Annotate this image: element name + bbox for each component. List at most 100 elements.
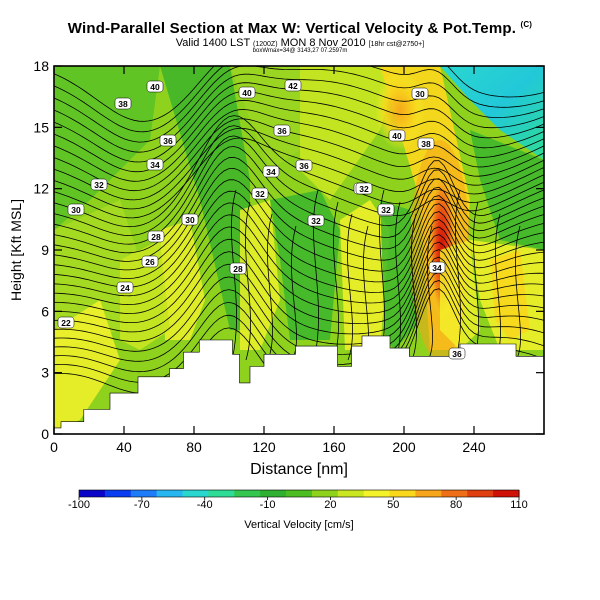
velocity-contour-line bbox=[427, 225, 433, 361]
colorbar-swatch bbox=[182, 490, 210, 497]
colorbar-swatch bbox=[311, 490, 339, 497]
contour-label-box bbox=[146, 80, 164, 93]
contour-label-box bbox=[67, 203, 85, 216]
contour-label: 30 bbox=[411, 87, 429, 100]
contour-label-box bbox=[377, 203, 395, 216]
contour-label-text: 34 bbox=[266, 167, 276, 177]
colorbar-tick-label: 50 bbox=[387, 499, 399, 511]
isentrope-line bbox=[54, 214, 544, 306]
isentrope-line bbox=[54, 226, 544, 315]
isentrope-line bbox=[54, 73, 544, 153]
colorbar-tick-label: -70 bbox=[134, 499, 150, 511]
contour-label-text: 40 bbox=[392, 131, 402, 141]
contour-label-box bbox=[428, 261, 446, 274]
isentrope-line bbox=[54, 241, 544, 335]
contour-label: 40 bbox=[388, 129, 406, 142]
y-tick-label: 0 bbox=[41, 426, 49, 442]
contour-label: 38 bbox=[114, 97, 132, 110]
colorbar-swatch bbox=[208, 490, 235, 497]
colorbar-swatch bbox=[156, 490, 184, 497]
y-axis-label: Height [Kft MSL] bbox=[8, 199, 24, 301]
contour-label-box bbox=[147, 230, 165, 243]
colorbar-tick-label: -10 bbox=[260, 499, 276, 511]
colorbar-swatch bbox=[363, 490, 391, 497]
isentrope-line bbox=[54, 146, 544, 254]
contour-label-box bbox=[262, 165, 280, 178]
contour-label-box bbox=[273, 124, 291, 137]
isentrope-line bbox=[54, 167, 544, 271]
contour-label: 36 bbox=[295, 159, 313, 172]
x-tick-label: 160 bbox=[322, 439, 346, 455]
contour-label-text: 26 bbox=[145, 257, 155, 267]
contour-label-text: 28 bbox=[233, 264, 243, 274]
x-tick-label: 120 bbox=[252, 439, 276, 455]
contour-label-text: 40 bbox=[242, 88, 252, 98]
x-tick-label: 0 bbox=[50, 439, 58, 455]
contour-label-text: 22 bbox=[61, 318, 71, 328]
contour-label-box bbox=[146, 158, 164, 171]
contour-label-box bbox=[355, 182, 373, 195]
contour-label: 32 bbox=[90, 178, 108, 191]
contour-label: 36 bbox=[448, 347, 466, 360]
chart-title: Wind-Parallel Section at Max W: Vertical… bbox=[67, 20, 533, 37]
contour-label: 36 bbox=[273, 124, 291, 137]
contour-label-box bbox=[57, 316, 75, 329]
isentrope-line bbox=[54, 118, 544, 201]
contour-label-text: 34 bbox=[432, 263, 442, 273]
x-tick-label: 40 bbox=[116, 439, 132, 455]
vertical-velocity-field bbox=[54, 66, 544, 434]
colorbar-swatch bbox=[467, 490, 494, 497]
isentrope-line bbox=[54, 109, 544, 192]
contour-label: 40 bbox=[146, 80, 164, 93]
x-tick-label: 200 bbox=[392, 439, 416, 455]
velocity-contour-line bbox=[267, 213, 273, 361]
contour-label-box bbox=[307, 214, 325, 227]
isentrope-line bbox=[54, 190, 544, 288]
contour-label-box bbox=[251, 187, 269, 200]
contour-label-box bbox=[181, 213, 199, 226]
contour-label: 42 bbox=[284, 79, 302, 92]
contour-label-text: 38 bbox=[421, 139, 431, 149]
isentrope-line bbox=[54, 234, 544, 324]
y-tick-label: 12 bbox=[33, 181, 49, 197]
colorbar-swatch bbox=[493, 490, 520, 497]
colorbar-tick-label: -40 bbox=[197, 499, 213, 511]
contour-label-box bbox=[295, 159, 313, 172]
contour-label: 32 bbox=[355, 182, 373, 195]
isentrope-line bbox=[54, 156, 544, 262]
contour-label-text: 28 bbox=[151, 232, 161, 242]
contour-labels: 40 38 36 34 32 30 28 26 24 22 40 42 36 34 32 30 28 36 34 32… bbox=[57, 79, 466, 360]
contour-label-box bbox=[114, 97, 132, 110]
colorbar-swatch bbox=[286, 490, 313, 497]
isentrope-line bbox=[54, 66, 544, 143]
colorbar-swatch bbox=[130, 490, 158, 497]
y-tick-label: 6 bbox=[41, 303, 49, 319]
x-axis-label: Distance [nm] bbox=[250, 461, 348, 478]
colorbar-tick-label: 80 bbox=[450, 499, 462, 511]
y-tick-label: 3 bbox=[41, 365, 49, 381]
contour-label-text: 36 bbox=[277, 126, 287, 136]
contour-label-box bbox=[417, 137, 435, 150]
contour-label-text: 30 bbox=[71, 205, 81, 215]
copyright-mark: (C) bbox=[520, 20, 533, 29]
isentrope-line bbox=[54, 90, 544, 173]
contour-label-text: 30 bbox=[185, 215, 195, 225]
contour-label: 36 bbox=[159, 134, 177, 147]
contour-label-text: 32 bbox=[311, 216, 321, 226]
x-tick-label: 80 bbox=[186, 439, 202, 455]
chart-subtitle: Valid 1400 LST (1200Z) MON 8 Nov 2010 [1… bbox=[0, 37, 600, 49]
contour-label: 28 bbox=[147, 230, 165, 243]
contour-label-text: 38 bbox=[118, 99, 128, 109]
isentrope-line bbox=[54, 66, 544, 122]
y-tick-label: 15 bbox=[33, 119, 49, 135]
valid-date: MON 8 Nov 2010 bbox=[280, 37, 366, 49]
isentrope-line bbox=[54, 127, 544, 210]
contour-label: 40 bbox=[238, 86, 256, 99]
contour-label-text: 40 bbox=[150, 82, 160, 92]
colorbar-swatch bbox=[389, 490, 417, 497]
velocity-contour-line bbox=[455, 189, 461, 361]
contour-label: 28 bbox=[229, 262, 247, 275]
contour-label: 34 bbox=[146, 158, 164, 171]
valid-time-utc: (1200Z) bbox=[253, 41, 278, 48]
